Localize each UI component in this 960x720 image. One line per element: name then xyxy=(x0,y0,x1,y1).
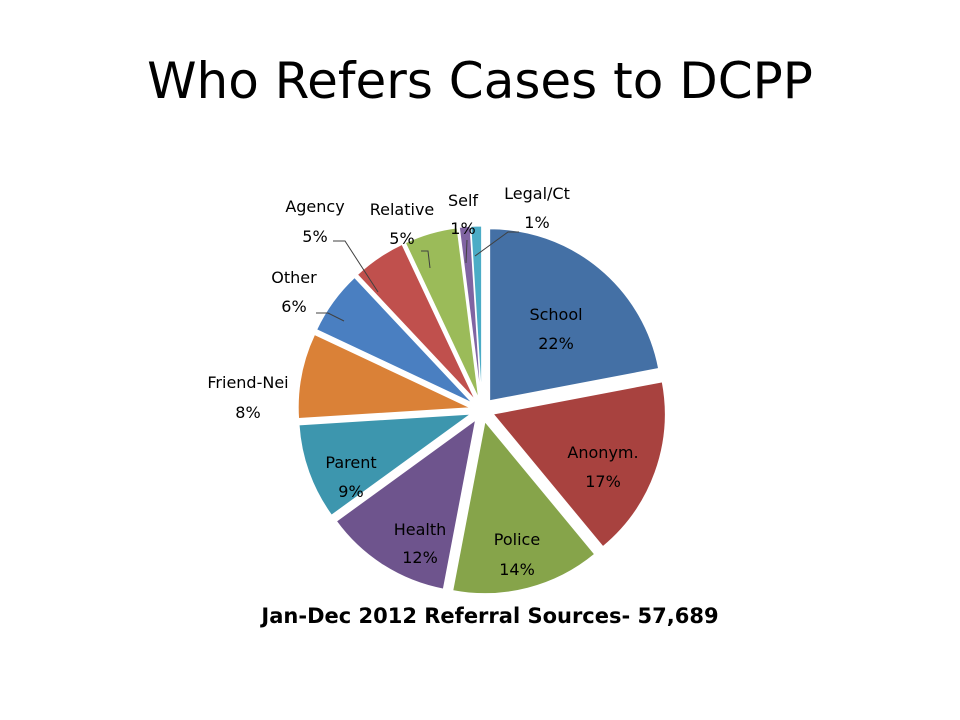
slice-value-parent: 9% xyxy=(338,482,363,501)
slide-title: Who Refers Cases to DCPP xyxy=(147,52,813,110)
slice-label-anonym: Anonym. xyxy=(567,443,638,462)
pie-slice-agency xyxy=(356,243,476,401)
slice-value-agency: 5% xyxy=(302,227,327,246)
pie-slices xyxy=(297,225,666,595)
slice-label-school: School xyxy=(529,305,582,324)
slice-value-self: 1% xyxy=(450,219,475,238)
slice-label-friend-nei: Friend-Nei xyxy=(207,373,288,392)
slice-label-other: Other xyxy=(271,268,317,287)
slice-label-police: Police xyxy=(494,530,540,549)
slice-label-relative: Relative xyxy=(370,200,435,219)
pie-slice-self xyxy=(458,225,482,399)
slice-value-legal-ct: 1% xyxy=(524,213,549,232)
slice-label-parent: Parent xyxy=(325,453,376,472)
slice-labels: School 22% Anonym. 17% Police 14% Health 12% Par… xyxy=(207,184,638,579)
slice-value-police: 14% xyxy=(499,560,535,579)
leader-line-agency xyxy=(333,240,379,293)
pie-slice-legal-ct xyxy=(470,225,483,399)
leader-lines xyxy=(316,231,519,322)
pie-slice-parent xyxy=(298,413,473,516)
pie-slice-relative xyxy=(404,227,480,399)
leader-line-relative xyxy=(421,250,431,269)
pie-slice-school xyxy=(489,228,660,402)
slice-value-health: 12% xyxy=(402,548,438,567)
chart-caption: Jan-Dec 2012 Referral Sources- 57,689 xyxy=(261,604,719,628)
slice-label-agency: Agency xyxy=(285,197,344,216)
slice-label-self: Self xyxy=(448,191,478,210)
pie-slice-health xyxy=(335,418,477,590)
pie-slice-anonym xyxy=(492,381,666,548)
slice-value-other: 6% xyxy=(281,297,306,316)
leader-line-other xyxy=(316,312,345,322)
slice-value-anonym: 17% xyxy=(585,472,621,491)
slice-value-school: 22% xyxy=(538,334,574,353)
slice-label-health: Health xyxy=(394,520,447,539)
slice-value-relative: 5% xyxy=(389,229,414,248)
pie-slice-other xyxy=(315,276,473,404)
pie-slice-friend-nei xyxy=(297,333,471,420)
slice-value-friend-nei: 8% xyxy=(235,403,260,422)
slice-label-legal-ct: Legal/Ct xyxy=(504,184,570,203)
leader-line-self xyxy=(465,239,468,264)
pie-slice-police xyxy=(452,420,596,595)
leader-line-legal-ct xyxy=(474,231,519,257)
